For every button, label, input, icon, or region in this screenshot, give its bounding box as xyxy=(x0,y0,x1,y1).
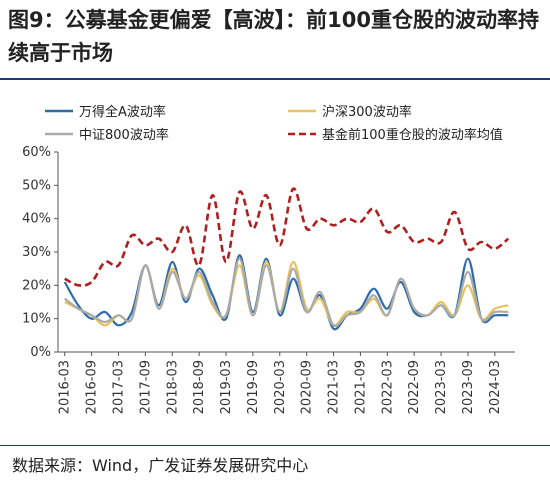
legend-label-1: 沪深300波动率 xyxy=(322,104,412,120)
x-tick-label: 2019-03 xyxy=(219,360,234,414)
axes xyxy=(54,151,515,356)
x-tick-label: 2024-03 xyxy=(488,360,503,414)
x-tick-label: 2020-03 xyxy=(273,360,288,414)
series-lines xyxy=(63,187,510,331)
source-rule xyxy=(0,445,550,446)
x-tick-label: 2020-09 xyxy=(300,360,315,414)
x-tick-label: 2022-09 xyxy=(407,360,422,414)
x-tick-label: 2017-03 xyxy=(111,360,126,414)
x-tick-label: 2019-09 xyxy=(246,360,261,414)
title-rule xyxy=(0,78,550,80)
x-tick-label: 2022-03 xyxy=(380,360,395,414)
x-tick-labels: 2016-03 2016-09 2017-03 2017-09 2018-03 2018-… xyxy=(58,360,503,414)
figure-title: 图9：公募基金更偏爱【高波】：前100重仓股的波动率持续高于市场 xyxy=(8,8,539,65)
series-line-2 xyxy=(64,257,509,328)
y-tick-label: 0% xyxy=(30,345,51,360)
series-line-3 xyxy=(64,187,510,287)
x-tick-label: 2016-09 xyxy=(85,360,100,414)
y-tick-label: 50% xyxy=(22,178,51,193)
x-tick-label: 2023-09 xyxy=(461,360,476,414)
x-tick-label: 2017-09 xyxy=(138,360,153,414)
y-tick-label: 60% xyxy=(22,145,51,160)
y-tick-label: 30% xyxy=(22,245,51,260)
y-tick-label: 20% xyxy=(22,278,51,293)
legend-label-2: 中证800波动率 xyxy=(79,127,169,143)
y-tick-label: 10% xyxy=(22,312,51,327)
x-tick-label: 2018-03 xyxy=(165,360,180,414)
legend-label-0: 万得全A波动率 xyxy=(79,104,166,120)
x-tick-label: 2016-03 xyxy=(58,360,73,414)
x-tick-label: 2023-03 xyxy=(434,360,449,414)
x-tick-label: 2021-03 xyxy=(327,360,342,414)
y-tick-labels: 0% 10% 20% 30% 40% 50% 60% xyxy=(22,145,51,360)
source-note: 数据来源：Wind，广发证券发展研究中心 xyxy=(12,456,309,475)
legend-label-3: 基金前100重仓股的波动率均值 xyxy=(322,127,503,143)
x-tick-label: 2018-09 xyxy=(192,360,207,414)
y-tick-label: 40% xyxy=(22,212,51,227)
x-tick-label: 2021-09 xyxy=(353,360,368,414)
